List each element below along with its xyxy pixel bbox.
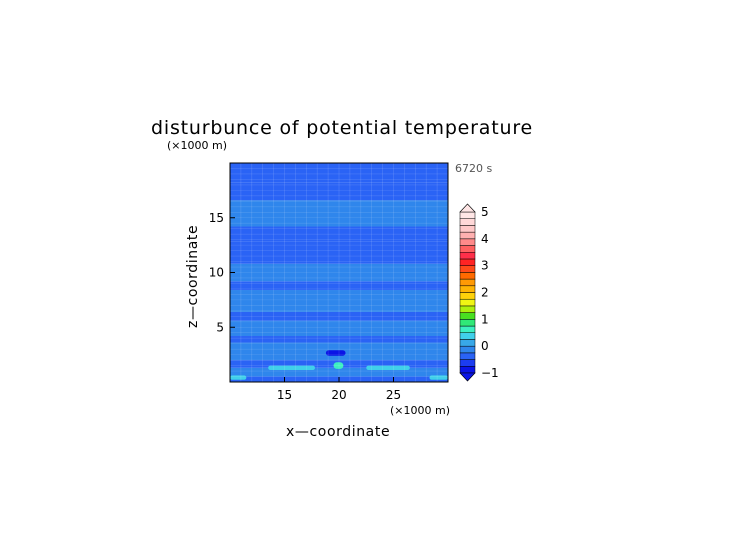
colorbar-tick-label: 5 bbox=[481, 205, 489, 219]
colorbar-swatch bbox=[459, 231, 476, 240]
colorbar-tick-label: 3 bbox=[481, 259, 489, 273]
colorbar-swatch bbox=[459, 258, 476, 266]
contour-band bbox=[230, 241, 448, 264]
y-tick-label: 10 bbox=[209, 266, 224, 280]
contour-band bbox=[230, 182, 448, 201]
colorbar-swatch bbox=[459, 292, 476, 300]
plot-area bbox=[230, 163, 448, 382]
contour-bands bbox=[230, 163, 448, 382]
colorbar-tick-label: 1 bbox=[481, 312, 489, 326]
grid bbox=[230, 163, 448, 382]
contour-band bbox=[230, 320, 448, 337]
colorbar-swatch bbox=[459, 359, 476, 367]
colorbar-swatch bbox=[459, 319, 476, 327]
colorbar-swatch bbox=[459, 305, 476, 313]
contour-band bbox=[230, 290, 448, 312]
contour-cell bbox=[325, 350, 346, 356]
colorbar-swatch bbox=[459, 298, 476, 307]
contour-streak bbox=[268, 365, 316, 370]
contour-band bbox=[230, 163, 448, 183]
colorbar: −1 0 1 2 3 4 5 bbox=[459, 203, 499, 382]
colorbar-swatch bbox=[459, 325, 476, 333]
contour-streak bbox=[230, 375, 247, 380]
colorbar-swatch bbox=[459, 245, 476, 253]
y-tick-label: 15 bbox=[209, 211, 224, 225]
colorbar-swatch bbox=[459, 312, 476, 320]
contour-band bbox=[230, 200, 448, 227]
contour-band bbox=[230, 226, 448, 242]
colorbar-tick-label: 0 bbox=[481, 339, 489, 353]
x-tick-label: 15 bbox=[277, 388, 292, 402]
x-tick-label: 20 bbox=[331, 388, 346, 402]
colorbar-tick-label: −1 bbox=[481, 366, 499, 380]
contour-band bbox=[230, 281, 448, 291]
time-label: 6720 s bbox=[455, 162, 492, 175]
y-unit-label: (×1000 m) bbox=[167, 139, 227, 152]
colorbar-swatch bbox=[459, 332, 476, 340]
colorbar-swatch bbox=[459, 339, 476, 347]
contour-band bbox=[230, 336, 448, 343]
colorbar-top-arrow bbox=[459, 203, 476, 213]
colorbar-swatch bbox=[459, 352, 476, 360]
contour-streak bbox=[366, 365, 410, 370]
contour-band bbox=[230, 367, 448, 377]
colorbar-tick-label: 2 bbox=[481, 286, 489, 300]
colorbar-tick-label: 4 bbox=[481, 232, 489, 246]
x-tick-label: 25 bbox=[386, 388, 401, 402]
colorbar-swatch bbox=[459, 278, 476, 287]
contour-streak bbox=[429, 375, 448, 380]
colorbar-swatch bbox=[459, 345, 476, 354]
colorbar-swatch bbox=[459, 272, 476, 280]
chart-title: disturbunce of potential temperature bbox=[151, 117, 533, 139]
x-unit-label: (×1000 m) bbox=[390, 404, 450, 417]
colorbar-bottom-arrow bbox=[459, 372, 476, 382]
colorbar-swatch bbox=[459, 211, 476, 219]
colorbar-swatch bbox=[459, 225, 476, 233]
colorbar-swatch bbox=[459, 366, 476, 374]
contour-features bbox=[230, 350, 448, 380]
contour-band bbox=[230, 311, 448, 321]
colorbar-swatch bbox=[459, 265, 476, 273]
y-ticks: 5 10 15 bbox=[209, 211, 235, 334]
y-axis-label: z—coordinate bbox=[185, 225, 201, 328]
y-tick-label: 5 bbox=[216, 320, 224, 334]
colorbar-swatch bbox=[459, 238, 476, 246]
colorbar-swatch bbox=[459, 252, 476, 260]
colorbar-swatch bbox=[459, 218, 476, 226]
x-axis-label: x—coordinate bbox=[286, 424, 390, 440]
contour-cell bbox=[333, 362, 344, 369]
colorbar-swatch bbox=[459, 285, 476, 293]
contour-band bbox=[230, 263, 448, 282]
x-ticks: 15 20 25 bbox=[277, 377, 401, 402]
